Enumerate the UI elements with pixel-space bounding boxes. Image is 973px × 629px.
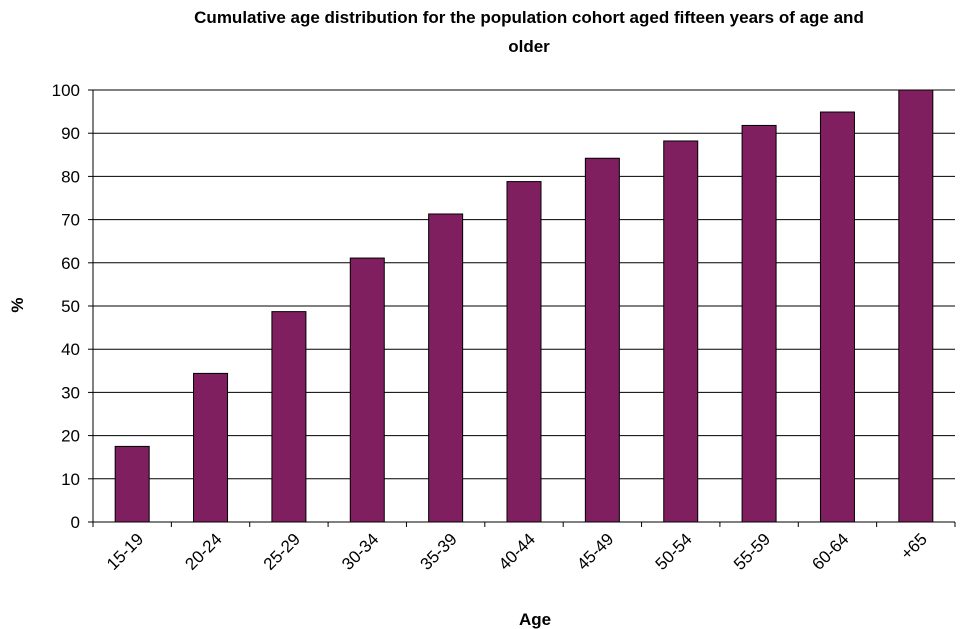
bar-55-59 xyxy=(741,124,777,523)
y-tick-label-90: 90 xyxy=(61,124,80,143)
x-tick-label-30-34: 30-34 xyxy=(338,530,382,574)
bar-15-19 xyxy=(114,445,150,523)
y-tick-labels: 0 10 20 30 40 50 60 70 80 90 100 xyxy=(52,81,80,532)
x-tick-label-45-49: 45-49 xyxy=(573,530,617,574)
y-tick-label-80: 80 xyxy=(61,167,80,186)
x-tick-label-20-24: 20-24 xyxy=(181,530,225,574)
y-tick-label-30: 30 xyxy=(61,383,80,402)
x-tick-label-35-39: 35-39 xyxy=(417,530,461,574)
x-tick-labels: 15-19 20-24 25-29 30-34 35-39 40-44 45-49 50-54… xyxy=(103,530,931,574)
x-tick-label-40-44: 40-44 xyxy=(495,530,539,574)
y-tick-label-50: 50 xyxy=(61,297,80,316)
x-tick-label-15-19: 15-19 xyxy=(103,530,147,574)
x-tick-label-+65: +65 xyxy=(897,530,931,564)
bar-50-54 xyxy=(663,140,699,523)
bar-40-44 xyxy=(506,181,542,523)
bar-25-29 xyxy=(271,311,307,523)
chart-title-line-2: older xyxy=(508,37,550,56)
y-tick-label-40: 40 xyxy=(61,340,80,359)
y-axis-title: % xyxy=(8,297,27,312)
bar-60-64 xyxy=(819,111,855,523)
bar-20-24 xyxy=(193,372,229,523)
y-tick-label-20: 20 xyxy=(61,427,80,446)
x-tick-label-60-64: 60-64 xyxy=(808,530,852,574)
y-tick-label-60: 60 xyxy=(61,254,80,273)
y-tick-label-10: 10 xyxy=(61,470,80,489)
y-tick-label-100: 100 xyxy=(52,81,80,100)
bar-+65 xyxy=(898,89,934,523)
x-tick-label-55-59: 55-59 xyxy=(730,530,774,574)
x-tick-label-50-54: 50-54 xyxy=(652,530,696,574)
bar-45-49 xyxy=(584,157,620,523)
y-tick-label-70: 70 xyxy=(61,211,80,230)
axes xyxy=(88,89,956,527)
x-axis-title: Age xyxy=(519,610,551,629)
bar-30-34 xyxy=(349,257,385,523)
chart-title-line-1: Cumulative age distribution for the popu… xyxy=(194,8,864,27)
bar-35-39 xyxy=(428,213,464,523)
y-tick-label-0: 0 xyxy=(71,513,80,532)
x-tick-label-25-29: 25-29 xyxy=(260,530,304,574)
